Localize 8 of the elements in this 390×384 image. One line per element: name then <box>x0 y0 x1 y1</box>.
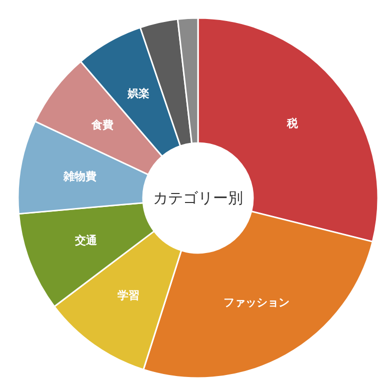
slice-label: 税 <box>286 117 300 130</box>
slice-label: 交通 <box>74 234 98 248</box>
text: カテゴリー別 <box>153 189 243 207</box>
slice-label: ファッション <box>223 296 290 309</box>
slice-label: 娯楽 <box>126 86 150 100</box>
slice-label: 雑物費 <box>62 170 96 183</box>
slice-label: 学習 <box>118 288 140 302</box>
slice-label: 食費 <box>90 118 114 132</box>
